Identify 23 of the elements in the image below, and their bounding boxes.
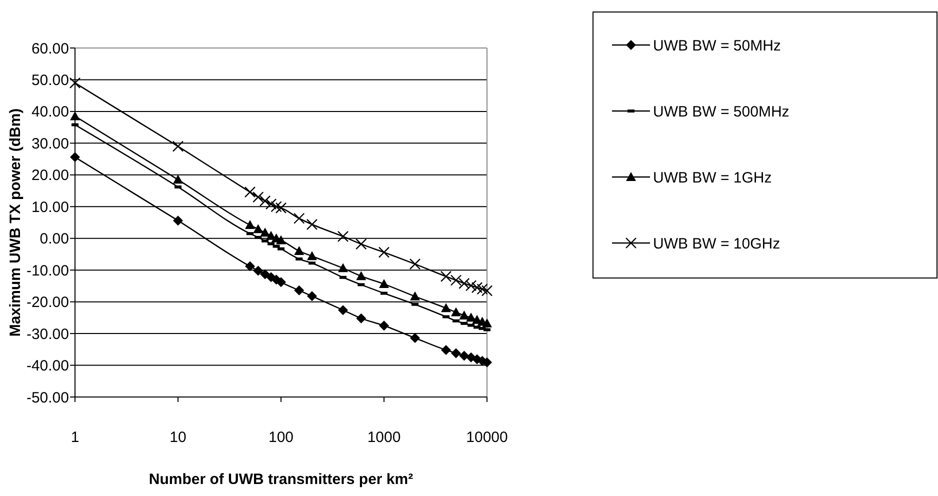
y-tick-label: 20.00 — [31, 167, 69, 184]
y-tick-label: -20.00 — [26, 294, 69, 312]
x-tick-label: 1 — [70, 429, 80, 446]
y-tick-label: 10.00 — [31, 198, 69, 216]
y-tick-label: -10.00 — [26, 262, 69, 280]
x-tick-label: 1000 — [367, 429, 401, 446]
legend-label: UWB BW = 500MHz — [653, 103, 790, 120]
y-tick-label: 40.00 — [31, 104, 69, 121]
y-tick-label: 60.00 — [31, 40, 69, 58]
y-tick-label: 50.00 — [31, 72, 69, 89]
y-tick-label: -40.00 — [26, 358, 69, 375]
legend-label: UWB BW = 50MHz — [653, 37, 781, 54]
x-axis-title: Number of UWB transmitters per km² — [148, 471, 414, 488]
x-tick-label: 100 — [268, 429, 294, 446]
x-tick-label: 10000 — [466, 429, 508, 446]
y-tick-label: -30.00 — [26, 326, 69, 343]
x-tick-label: 10 — [170, 429, 186, 446]
legend-label: UWB BW = 10GHz — [653, 235, 780, 252]
y-axis-title: Maximum UWB TX power (dBm) — [7, 108, 24, 337]
y-tick-label: -50.00 — [26, 389, 69, 406]
y-tick-label: 0.00 — [40, 230, 69, 248]
legend-label: UWB BW = 1GHz — [653, 169, 772, 186]
y-tick-label: 30.00 — [31, 135, 69, 152]
